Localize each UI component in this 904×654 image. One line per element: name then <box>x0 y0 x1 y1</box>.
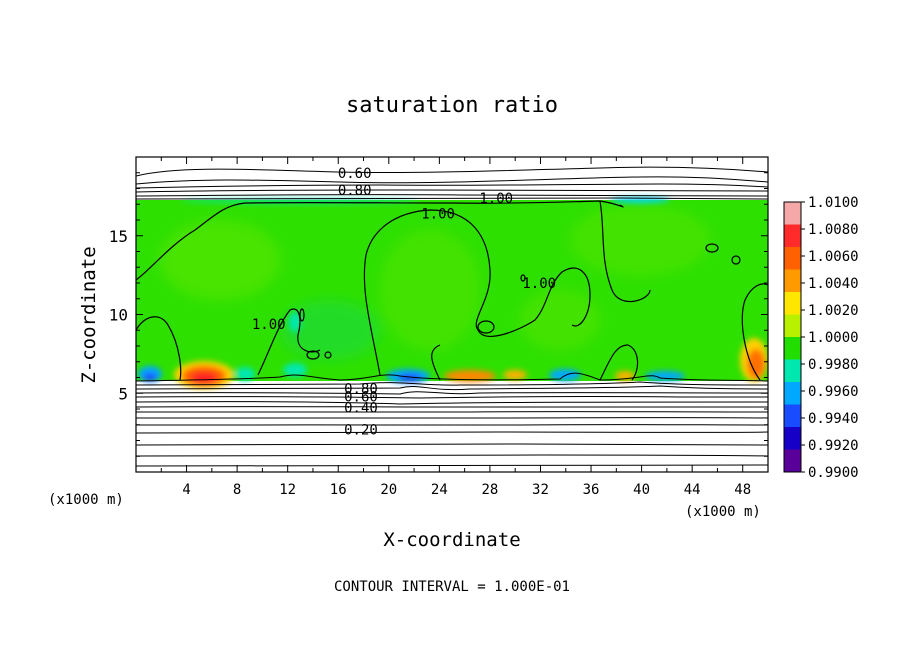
y-unit-label: (x1000 m) <box>48 492 124 508</box>
colorbar-swatch <box>784 427 801 450</box>
field-texture <box>160 205 710 360</box>
colorbar-label: 1.0060 <box>808 249 859 265</box>
colorbar-label: 1.0100 <box>808 195 859 211</box>
contour-label: 0.40 <box>344 400 378 416</box>
colorbar-swatch <box>784 292 801 315</box>
plot-area: 0.600.80 1.001.001.001.000.800.600.400.20 <box>136 157 768 472</box>
saturation-contours <box>136 200 768 381</box>
contour-label: 0.80 <box>338 183 372 199</box>
colorbar-swatch <box>784 359 801 383</box>
upper-contours <box>136 166 768 200</box>
y-axis-label: Z-coordinate <box>78 246 100 383</box>
x-tick-label: 24 <box>431 482 448 498</box>
x-tick-label: 16 <box>330 482 347 498</box>
colorbar-swatch <box>784 224 801 248</box>
x-tick-label: 32 <box>532 482 549 498</box>
colorbar-label: 1.0040 <box>808 276 859 292</box>
x-tick-label: 20 <box>380 482 397 498</box>
cell-anomalies <box>138 197 768 389</box>
colorbar-label: 0.9920 <box>808 438 859 454</box>
y-axis-ticks: 5 10 15 <box>109 172 768 457</box>
y-tick-label: 10 <box>109 306 128 325</box>
colorbar-swatch <box>784 269 801 293</box>
x-tick-label: 48 <box>734 482 751 498</box>
x-tick-label: 40 <box>633 482 650 498</box>
colorbar-swatch <box>784 382 801 405</box>
colorbar-label: 0.9900 <box>808 465 859 481</box>
x-axis-label: X-coordinate <box>383 529 520 551</box>
contour-label: 0.60 <box>338 166 372 182</box>
x-tick-label: 36 <box>583 482 600 498</box>
contour-label: 1.00 <box>522 276 556 292</box>
x-tick-label: 44 <box>684 482 701 498</box>
x-tick-label: 8 <box>233 482 241 498</box>
colorbar-label: 0.9980 <box>808 357 859 373</box>
colorbar-swatch <box>784 247 801 270</box>
contour-label: 1.00 <box>252 317 286 333</box>
colorbar-label: 1.0000 <box>808 330 859 346</box>
contour-interval-note: CONTOUR INTERVAL = 1.000E-01 <box>334 579 570 595</box>
colorbar-swatch <box>784 337 801 360</box>
colorbar-label: 1.0080 <box>808 222 859 238</box>
colorbar-label: 1.0020 <box>808 303 859 319</box>
contour-labels: 0.600.80 1.001.001.001.000.800.600.400.20 <box>252 166 556 439</box>
colorbar-label: 0.9940 <box>808 411 859 427</box>
colorbar-swatch <box>784 314 801 338</box>
x-tick-label: 12 <box>279 482 296 498</box>
contour-label: 0.80 <box>344 382 378 398</box>
y-tick-label: 5 <box>118 384 128 403</box>
colorbar: 1.0100 1.0080 1.0060 1.0040 1.0020 1.0000 0.99… <box>783 195 859 481</box>
chart-title: saturation ratio <box>346 93 558 118</box>
x-axis-ticks: 4 8 12 16 20 24 28 32 36 40 44 48 <box>160 157 751 498</box>
colorbar-swatch <box>784 202 801 225</box>
contour-label: 0.20 <box>344 422 378 438</box>
colorbar-swatch <box>784 404 801 428</box>
lower-contours <box>136 372 768 467</box>
x-tick-label: 28 <box>481 482 498 498</box>
contour-label: 0.60 <box>344 389 378 405</box>
x-unit-label: (x1000 m) <box>685 504 761 520</box>
x-tick-label: 4 <box>182 482 190 498</box>
colorbar-label: 0.9960 <box>808 384 859 400</box>
y-tick-label: 15 <box>109 227 128 246</box>
contour-label: 1.00 <box>479 191 513 207</box>
contour-label: 1.00 <box>421 207 455 223</box>
colorbar-swatch <box>784 449 801 473</box>
